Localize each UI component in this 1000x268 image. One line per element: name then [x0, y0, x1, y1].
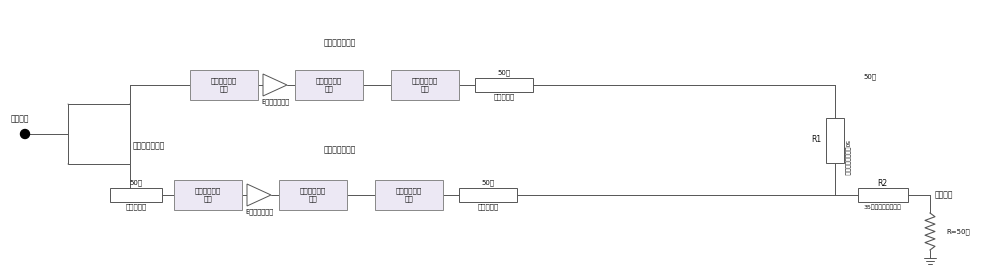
- Bar: [475, 78, 533, 92]
- Polygon shape: [247, 184, 271, 206]
- Bar: [110, 188, 162, 202]
- Text: R2: R2: [877, 178, 888, 188]
- Bar: [391, 70, 459, 100]
- Text: E类功率放大器: E类功率放大器: [261, 99, 289, 105]
- Text: 载波谐波控制
网络: 载波谐波控制 网络: [412, 78, 438, 92]
- Text: E类功率放大器: E类功率放大器: [245, 209, 273, 215]
- Text: 威尔金森功分器: 威尔金森功分器: [133, 142, 165, 151]
- Bar: [68, 104, 130, 164]
- Text: 50欧: 50欧: [863, 74, 876, 80]
- Text: 50欧: 50欧: [129, 180, 143, 186]
- Text: 载波输出匹配
电路: 载波输出匹配 电路: [316, 78, 342, 92]
- Text: 功率输出: 功率输出: [935, 191, 954, 199]
- Text: 峰値谐波控制
网络: 峰値谐波控制 网络: [396, 188, 422, 202]
- Circle shape: [20, 129, 30, 139]
- Text: 50欧，四分之一波长: 50欧，四分之一波长: [843, 140, 849, 176]
- Text: 载波补偿线: 载波补偿线: [493, 94, 515, 100]
- Bar: [826, 117, 844, 162]
- Bar: [459, 188, 517, 202]
- Text: 功率输入: 功率输入: [11, 114, 29, 124]
- Bar: [279, 180, 347, 210]
- Text: 峰値输入匹配
电路: 峰値输入匹配 电路: [195, 188, 221, 202]
- Text: R1: R1: [811, 136, 821, 144]
- Text: 载波功率放大器: 载波功率放大器: [324, 39, 356, 47]
- Text: 50欧: 50欧: [481, 180, 495, 186]
- Text: R=50欧: R=50欧: [946, 229, 970, 235]
- Bar: [375, 180, 443, 210]
- Bar: [190, 70, 258, 100]
- Text: 峰値输出匹配
电路: 峰値输出匹配 电路: [300, 188, 326, 202]
- Text: 相位补偿线: 相位补偿线: [125, 204, 147, 210]
- Text: 35欧，四分之一波长: 35欧，四分之一波长: [864, 204, 901, 210]
- Bar: [858, 188, 908, 202]
- Polygon shape: [263, 74, 287, 96]
- Text: 50欧: 50欧: [497, 70, 511, 76]
- Bar: [174, 180, 242, 210]
- Text: 载波输入匹配
电路: 载波输入匹配 电路: [211, 78, 237, 92]
- Bar: [295, 70, 363, 100]
- Text: 峰値功率放大器: 峰値功率放大器: [324, 146, 356, 154]
- Text: 峰値补偿线: 峰値补偿线: [477, 204, 499, 210]
